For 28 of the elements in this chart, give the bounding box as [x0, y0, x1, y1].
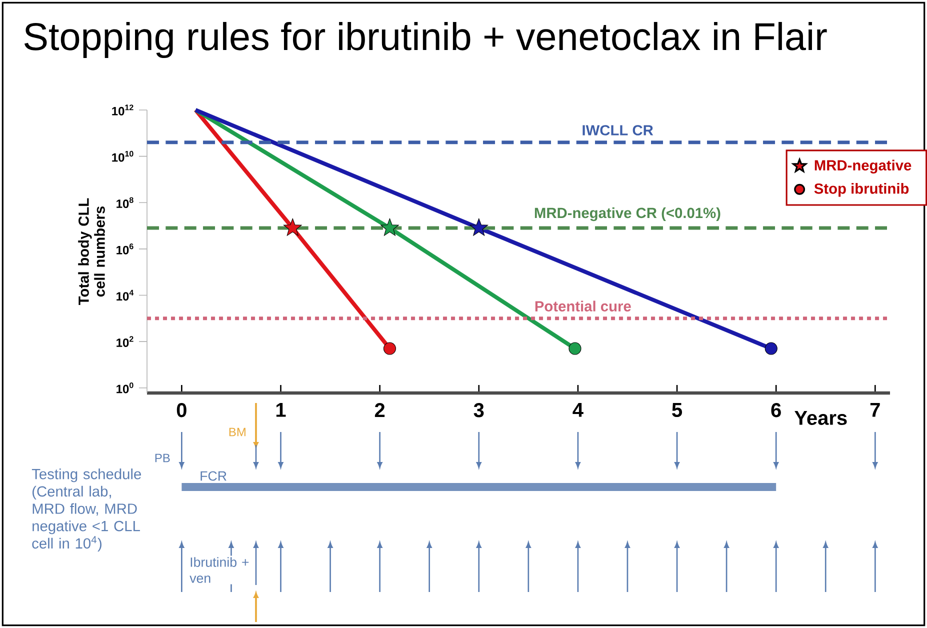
y-tick-label: 10$^{8}$ — [116, 197, 134, 208]
x-tick-label: 5 — [672, 403, 682, 417]
x-tick-label: 4 — [572, 403, 584, 417]
x-tick-label: 3 — [474, 403, 484, 418]
x-tick-label: 6 — [771, 403, 781, 418]
y-axis-title: Total body CLL cell numbers — [78, 198, 105, 305]
y-tick-label: 10$^{10}$ — [112, 150, 134, 162]
ref-line-label: Potential cure — [535, 300, 631, 312]
text: Ibrutinib + ven — [190, 557, 249, 583]
chart-title: Stopping rules for ibrutinib + venetoclax in Flair — [24, 22, 827, 58]
ref-line-label: MRD-negative CR (<0.01%) — [534, 207, 720, 222]
text: Testing schedule (Central lab, MRD flow, MRD negative <1 CLL cell in 10$^{4}$) — [32, 468, 141, 552]
x-axis-title: Years — [794, 411, 847, 425]
text: BM — [229, 428, 246, 436]
y-tick-label: 10$^{6}$ — [116, 244, 134, 254]
x-tick-label: 0 — [176, 403, 186, 418]
y-tick-label: 10$^{2}$ — [116, 336, 134, 347]
text: PB — [155, 454, 170, 462]
legend-label: MRD-negative — [814, 160, 912, 174]
x-tick-label: 7 — [870, 403, 880, 417]
y-tick-label: 10$^{0}$ — [116, 382, 134, 394]
legend-label: Stop ibrutinib — [814, 183, 909, 197]
y-tick-label: 10$^{12}$ — [112, 104, 134, 116]
text: FCR — [200, 471, 226, 481]
y-tick-label: 10$^{4}$ — [116, 290, 134, 301]
x-tick-label: 2 — [374, 403, 385, 418]
ref-line-label: IWCLL CR — [582, 125, 654, 136]
x-tick-label: 1 — [276, 403, 286, 417]
